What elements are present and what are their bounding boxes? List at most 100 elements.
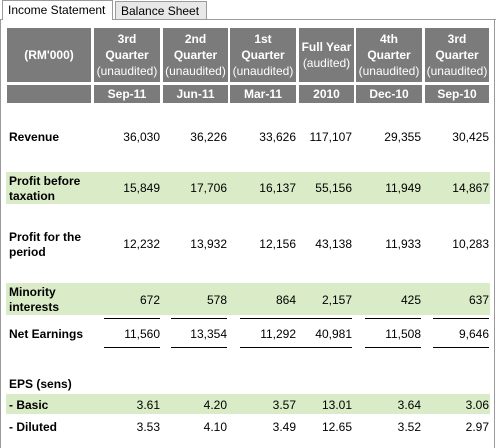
column-header-line: 3rd: [447, 32, 467, 46]
column-header-line: Quarter: [241, 48, 285, 62]
row-label: Profit before taxation: [9, 174, 81, 203]
column-header-line: Quarter: [105, 48, 149, 62]
total-rule: [433, 318, 489, 319]
total-rule: [365, 318, 421, 319]
column-header-line: (audited): [302, 56, 351, 70]
table-cell: 14,867: [452, 181, 489, 195]
row-highlight: [6, 172, 490, 204]
table-cell: 12,156: [259, 237, 296, 251]
row-highlight: [6, 283, 490, 315]
period-header: Jun-11: [163, 85, 228, 103]
table-cell: 29,355: [384, 130, 421, 144]
content-frame: [0, 19, 495, 448]
table-cell: 13,354: [190, 327, 227, 341]
table-cell: 3.52: [397, 420, 421, 434]
tab-balance-sheet[interactable]: Balance Sheet: [115, 1, 207, 19]
table-cell: 637: [468, 293, 489, 307]
tab-divider: [113, 19, 496, 20]
tab-income-statement[interactable]: Income Statement: [2, 0, 113, 20]
column-header-line: (unaudited): [426, 64, 488, 78]
row-label: - Basic: [9, 398, 49, 412]
column-header-line: Full Year: [301, 40, 352, 54]
table-cell: 12,232: [123, 237, 160, 251]
table-cell: 30,425: [452, 130, 489, 144]
period-header: Sep-11: [94, 85, 160, 103]
column-header-line: (unaudited): [165, 64, 226, 78]
table-cell: 43,138: [315, 237, 352, 251]
column-header: Full Year (audited): [299, 28, 354, 82]
total-rule: [296, 318, 352, 319]
table-cell: 11,949: [385, 181, 421, 195]
row-label: Profit for the period: [9, 230, 81, 259]
row-label: Revenue: [9, 130, 60, 144]
table-cell: 2.97: [465, 420, 489, 434]
total-rule: [171, 347, 227, 348]
column-header-line: (unaudited): [232, 64, 294, 78]
total-rule: [171, 318, 227, 319]
total-rule: [240, 347, 296, 348]
total-rule: [104, 347, 160, 348]
table-cell: 3.57: [272, 398, 296, 412]
total-rule: [240, 318, 296, 319]
column-header-line: Quarter: [173, 48, 218, 62]
table-cell: 11,933: [385, 237, 421, 251]
table-cell: 3.53: [136, 420, 160, 434]
table-cell: 2,157: [321, 293, 352, 307]
table-cell: 11,508: [385, 327, 421, 341]
table-cell: 12.65: [321, 420, 352, 434]
table-cell: 3.06: [465, 398, 489, 412]
table-cell: 33,626: [259, 130, 296, 144]
total-rule: [433, 347, 489, 348]
column-header: 1st Quarter (unaudited): [230, 28, 296, 82]
table-cell: 4.20: [203, 398, 227, 412]
table-cell: 36,226: [190, 130, 227, 144]
table-cell: 3.64: [397, 398, 421, 412]
total-rule: [365, 347, 421, 348]
table-cell: 864: [275, 293, 296, 307]
table-cell: 36,030: [123, 130, 160, 144]
column-header-line: 1st: [254, 32, 272, 46]
unit-header: (RM'000): [7, 28, 91, 82]
table-cell: 16,137: [259, 181, 296, 195]
tab-bar: Income Statement Balance Sheet: [0, 0, 496, 20]
column-header: 3rd Quarter (unaudited): [94, 28, 160, 82]
table-cell: 55,156: [315, 181, 352, 195]
column-header-line: (unaudited): [358, 64, 420, 78]
table-cell: 9,646: [458, 327, 489, 341]
column-header: 2nd Quarter (unaudited): [163, 28, 228, 82]
unit-label: (RM'000): [24, 48, 74, 62]
period-header: Sep-10: [425, 85, 489, 103]
period-header: Mar-11: [230, 85, 296, 103]
column-header-line: Quarter: [367, 48, 411, 62]
table-cell: 4.10: [203, 420, 227, 434]
table-cell: 15,849: [123, 181, 160, 195]
row-label: EPS (sens): [9, 377, 72, 391]
row-label: Minority interests: [9, 285, 60, 314]
table-cell: 11,560: [124, 327, 160, 341]
period-header: 2010: [299, 85, 354, 103]
table-cell: 11,292: [260, 327, 296, 341]
table-cell: 578: [206, 293, 227, 307]
column-header-line: Quarter: [435, 48, 479, 62]
total-rule: [296, 347, 352, 348]
table-cell: 3.49: [272, 420, 296, 434]
table-cell: 117,107: [309, 130, 353, 144]
column-header-line: 4th: [380, 32, 398, 46]
table-cell: 10,283: [452, 237, 489, 251]
table-cell: 3.61: [136, 398, 160, 412]
row-highlight: [6, 394, 490, 414]
period-header-blank: [7, 85, 91, 103]
tab-divider: [0, 19, 2, 20]
column-header: 3rd Quarter (unaudited): [425, 28, 489, 82]
row-label: Net Earnings: [9, 327, 84, 341]
period-header: Dec-10: [356, 85, 422, 103]
column-header-line: (unaudited): [96, 64, 158, 78]
total-rule: [104, 318, 160, 319]
table-cell: 672: [139, 293, 160, 307]
column-header-line: 3rd: [117, 32, 137, 46]
column-header-line: 2nd: [184, 32, 207, 46]
row-label: - Diluted: [9, 420, 57, 434]
table-cell: 425: [400, 293, 421, 307]
table-cell: 13,932: [190, 237, 227, 251]
table-cell: 13.01: [321, 398, 352, 412]
